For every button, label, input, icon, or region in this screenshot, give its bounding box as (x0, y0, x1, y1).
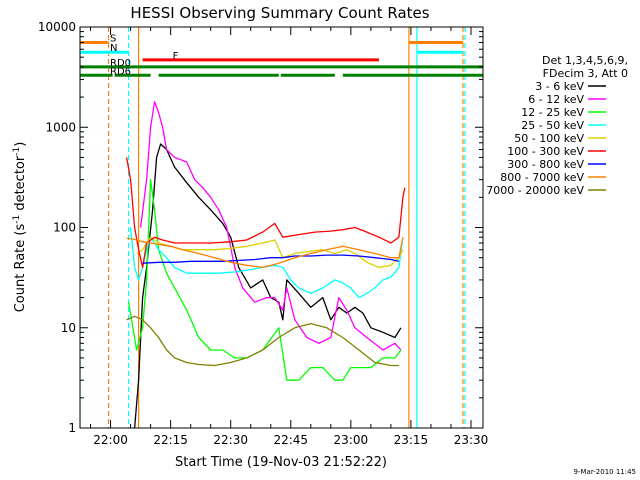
legend-entry-label: 800 - 7000 keV (500, 171, 584, 184)
y-axis-label-sup2: -1 (12, 147, 22, 156)
y-axis-label-mid: detector (13, 155, 28, 215)
flag-bar-label: N (110, 43, 117, 54)
series-line (133, 143, 402, 428)
x-tick-label: 23:15 (394, 433, 429, 447)
flag-bar-label: F (173, 51, 179, 62)
flag-bar-label: S (110, 34, 116, 45)
legend-entry-label: 12 - 25 keV (521, 106, 584, 119)
footer-date: 9-Mar-2010 11:45 (574, 468, 636, 476)
x-tick-label: 22:45 (273, 433, 308, 447)
legend-entry-label: 25 - 50 keV (521, 119, 584, 132)
legend-entry-label: 7000 - 20000 keV (486, 184, 584, 197)
legend-entry-label: 100 - 300 keV (507, 145, 584, 158)
flag-bar-label: RD0 (110, 58, 131, 69)
y-tick-label: 100 (53, 221, 76, 235)
x-tick-label: 22:15 (153, 433, 188, 447)
series-line (126, 237, 404, 269)
series-group (125, 101, 406, 428)
legend-entry-label: 6 - 12 keV (528, 93, 584, 106)
legend-header: FDecim 3, Att 0 (543, 67, 628, 80)
y-tick-label: 1000 (45, 120, 76, 134)
x-tick-label: 23:30 (454, 433, 489, 447)
legend-entry-label: 300 - 800 keV (507, 158, 584, 171)
series-line (126, 315, 399, 367)
y-tick-label: 10000 (38, 20, 76, 34)
series-line (125, 157, 406, 269)
legend-entry-label: 3 - 6 keV (535, 80, 584, 93)
series-line (139, 101, 402, 351)
plot-frame (79, 26, 484, 429)
y-axis-label: Count Rate (s-1 detector-1) (12, 142, 28, 313)
y-axis-label-main: Count Rate (s (13, 224, 28, 313)
y-tick-label: 1 (68, 421, 76, 435)
x-tick-label: 23:00 (334, 433, 369, 447)
legend: Det 1,3,4,5,6,9,FDecim 3, Att 03 - 6 keV… (486, 54, 628, 197)
x-axis-ticks: 22:00 22:15 22:30 22:45 23:00 23:15 23:30 (90, 27, 489, 447)
x-axis-label: Start Time (19-Nov-03 21:52:22) (175, 455, 387, 470)
legend-header: Det 1,3,4,5,6,9, (542, 54, 628, 67)
chart-title: HESSI Observing Summary Count Rates (130, 4, 429, 22)
y-axis-label-sup1: -1 (12, 215, 22, 224)
y-tick-label: 10 (61, 321, 76, 335)
series-line (142, 254, 400, 264)
y-axis-label-end: ) (13, 142, 28, 147)
series-line (136, 236, 404, 269)
x-tick-label: 22:00 (93, 433, 128, 447)
flag-bar-label: RD6 (110, 66, 131, 77)
legend-entry-label: 50 - 100 keV (514, 132, 584, 145)
y-axis-ticks: 1 10 100 1000 10000 (38, 20, 483, 435)
x-tick-label: 22:30 (213, 433, 248, 447)
vertical-markers (80, 27, 466, 428)
